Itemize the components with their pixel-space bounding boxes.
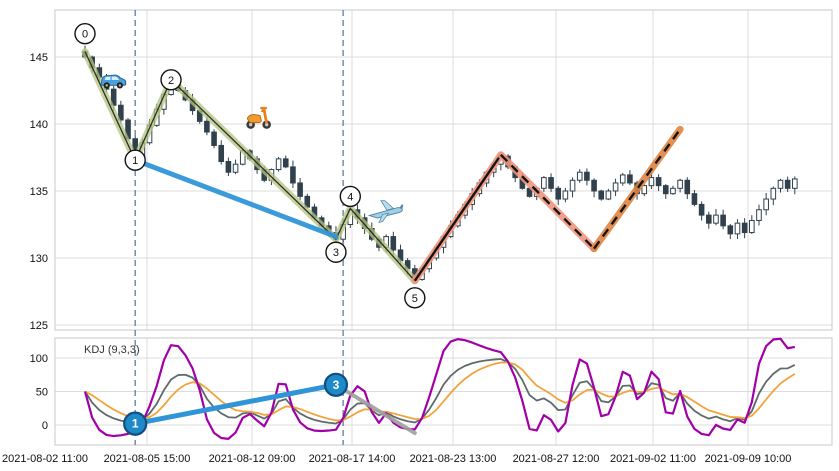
kdj-tick-label: 100 [30,353,48,365]
candle-body [562,190,569,200]
kdj-tick-label: 0 [42,420,48,432]
candle-body [110,88,117,106]
pivot-marker [160,69,182,91]
candle-body [684,179,691,195]
candle-body [677,179,683,189]
kdj-j-line [83,337,796,440]
candle-body [548,177,554,189]
candle-body [390,236,397,251]
candle-body [641,185,648,195]
pivot-marker [124,149,146,171]
x-tick-label: 2021-08-12 09:00 [209,453,296,465]
candle-body [204,120,210,133]
candle-body [591,179,597,192]
candle-body [734,222,741,235]
pivot-zigzag-line [84,51,416,282]
candle-body [569,179,576,192]
pivot-marker-label: 3 [333,247,339,259]
forecast-line [413,154,502,282]
candle-body [698,203,705,216]
candle-body [741,222,748,234]
candle-body [576,171,583,181]
forecast-line [500,153,595,250]
candle-body [713,214,719,224]
kdj-d-line [84,361,796,422]
candle-body [705,214,712,224]
x-tick-label: 2021-08-05 15:00 [104,453,191,465]
pivot-marker [339,185,361,208]
candle-body [297,182,303,197]
candle-body [763,198,769,211]
candle-body [232,163,239,173]
candle-body [541,177,547,189]
candle-body [770,187,777,200]
candle-body [555,187,562,200]
kdj-divergence-line [132,382,339,427]
pivot-marker-label: 0 [82,29,88,41]
candle-body [670,187,676,195]
kdj-panel-frame [54,337,833,446]
kdj-marker-label: 1 [132,417,139,431]
candle-body [290,166,296,184]
forecast-line [593,128,682,250]
x-tick-label: 2021-08-23 13:00 [410,453,497,465]
candle-body [662,185,669,195]
candle-body [598,190,605,200]
pivot-marker-label: 1 [132,155,138,167]
pivot-marker-label: 5 [412,293,418,305]
candle-body [605,190,612,200]
candle-body [584,171,590,181]
pivot-marker [325,241,347,263]
price-panel-frame [54,9,833,331]
pivot-marker-label: 4 [347,191,353,203]
candle-body [218,144,225,163]
kdj-layer [83,337,796,440]
candle-body [275,158,282,171]
kdj-gray-line [333,382,417,436]
candle-body [727,225,734,235]
candle-body [282,158,289,168]
candle-body [118,104,124,121]
candle-body [627,174,633,184]
price-tick-label: 145 [30,52,48,64]
kdj-marker [323,372,349,397]
candle-body [225,161,232,173]
candle-body [655,177,662,187]
kdj-marker-label: 3 [333,378,340,392]
x-tick-label: 2021-09-02 11:00 [610,453,696,465]
candle-body [619,174,626,184]
pivot-marker [404,287,426,309]
kdj-tick-label: 50 [36,387,48,399]
x-tick-label: 2021-08-17 14:00 [309,453,396,465]
kdj-marker [123,411,148,436]
x-tick-label: 2021-08-27 12:00 [513,453,600,465]
candle-body [691,193,698,205]
price-tick-label: 135 [30,186,48,198]
candle-body [749,219,755,234]
pivot-marker [74,22,96,45]
x-tick-label: 2021-08-02 11:00 [2,453,88,465]
candle-body [720,214,726,227]
candle-body [211,131,217,146]
x-tick-label: 2021-09-09 10:00 [705,453,792,465]
candle-body [756,209,762,221]
candle-body [612,182,619,192]
pivot-marker-label: 2 [168,75,174,87]
kdj-k-line [84,358,796,425]
candle-body [777,179,784,189]
price-tick-label: 130 [30,253,48,265]
candle-body [648,177,655,187]
candle-body [792,178,798,189]
price-tick-label: 125 [30,320,48,332]
price-divergence-line [132,157,339,240]
price-tick-label: 140 [30,119,48,131]
candle-body [784,179,791,189]
